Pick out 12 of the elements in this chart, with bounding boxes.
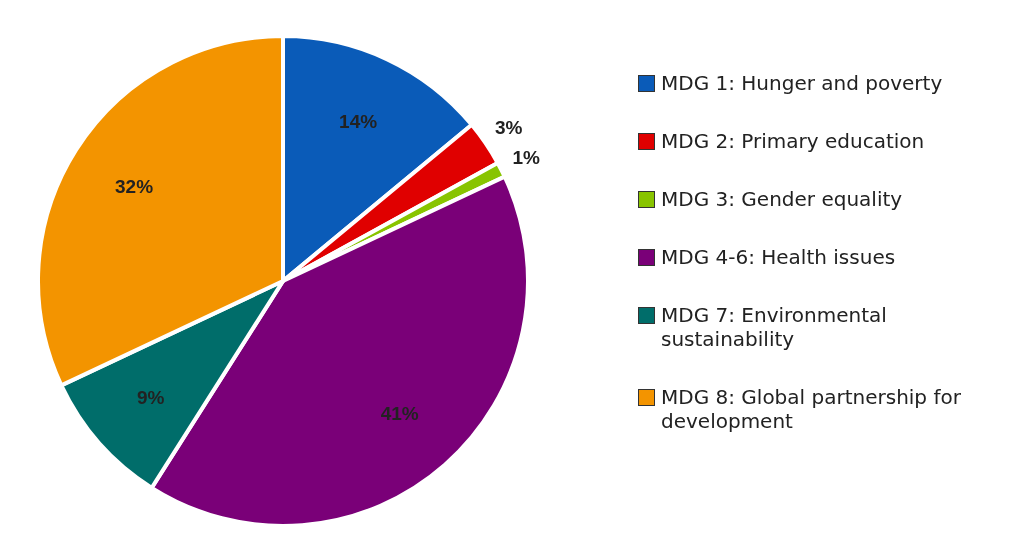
legend-label: MDG 7: Environmental sustainability bbox=[661, 303, 888, 351]
legend-label: MDG 1: Hunger and poverty bbox=[661, 71, 944, 95]
data-label: 1% bbox=[512, 146, 541, 168]
legend-label: MDG 4-6: Health issues bbox=[661, 245, 897, 269]
data-label: 9% bbox=[136, 387, 165, 409]
data-label: 41% bbox=[380, 402, 419, 424]
data-label: 3% bbox=[495, 117, 523, 139]
legend-label: MDG 8: Global partnership for development bbox=[661, 385, 962, 433]
data-label: 32% bbox=[115, 175, 154, 197]
data-label: 14% bbox=[339, 110, 378, 132]
legend-label: MDG 2: Primary education bbox=[661, 129, 926, 153]
legend-label: MDG 3: Gender equality bbox=[661, 187, 904, 211]
